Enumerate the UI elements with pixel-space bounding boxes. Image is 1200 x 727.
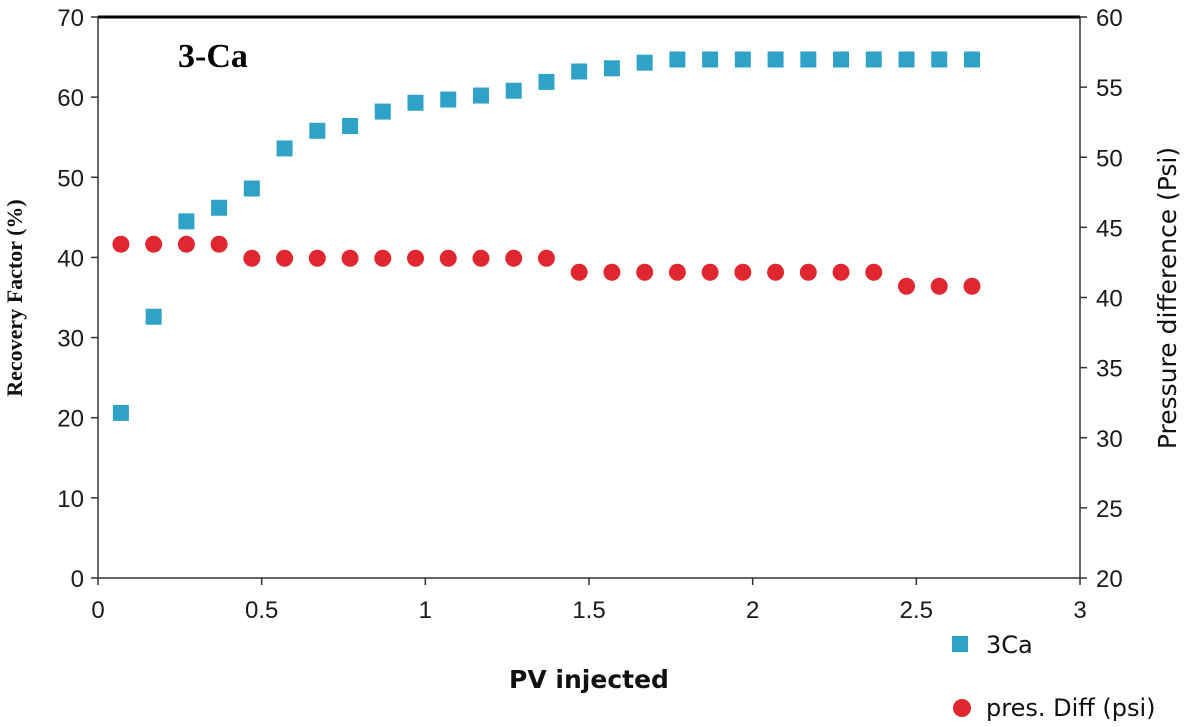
legend-item-pres-diff: pres. Diff (psi) bbox=[953, 694, 1156, 722]
y-left-tick-label: 0 bbox=[71, 566, 84, 593]
point-pres-diff bbox=[636, 263, 654, 281]
y-left-tick-label: 10 bbox=[57, 486, 84, 513]
point-3ca bbox=[898, 51, 915, 68]
y-left-tick-label: 70 bbox=[57, 5, 84, 32]
y-left-tick-label: 40 bbox=[57, 245, 84, 272]
point-3ca bbox=[178, 213, 195, 230]
point-pres-diff bbox=[603, 263, 621, 281]
y-left-tick-label: 30 bbox=[57, 326, 84, 353]
point-pres-diff bbox=[276, 249, 294, 267]
y-right-tick-label: 20 bbox=[1096, 566, 1123, 593]
point-pres-diff bbox=[832, 263, 850, 281]
point-3ca bbox=[145, 308, 162, 325]
point-pres-diff bbox=[472, 249, 490, 267]
point-pres-diff bbox=[308, 249, 326, 267]
legend-marker-3ca bbox=[952, 636, 968, 652]
point-3ca bbox=[211, 199, 228, 216]
y-right-tick-label: 25 bbox=[1096, 496, 1123, 523]
point-3ca bbox=[963, 51, 980, 68]
point-3ca bbox=[309, 122, 326, 139]
point-3ca bbox=[931, 51, 948, 68]
point-pres-diff bbox=[145, 235, 163, 253]
y-left-axis-title: Recovery Factor (%) bbox=[2, 199, 27, 397]
point-pres-diff bbox=[407, 249, 425, 267]
point-pres-diff bbox=[701, 263, 719, 281]
y-right-tick-label: 45 bbox=[1096, 215, 1123, 242]
point-3ca bbox=[833, 51, 850, 68]
point-3ca bbox=[669, 51, 686, 68]
point-pres-diff bbox=[734, 263, 752, 281]
point-3ca bbox=[571, 63, 588, 80]
y-right-tick-label: 55 bbox=[1096, 75, 1123, 102]
y-right-tick-label: 30 bbox=[1096, 426, 1123, 453]
point-3ca bbox=[243, 180, 260, 197]
point-3ca bbox=[767, 51, 784, 68]
point-3ca bbox=[472, 87, 489, 104]
point-pres-diff bbox=[767, 263, 785, 281]
ticks: 0 0.5 1 1.5 2 2.5 3010203040506070202530354045… bbox=[57, 5, 1122, 624]
x-axis-title: PV injected bbox=[509, 665, 669, 694]
point-3ca bbox=[800, 51, 817, 68]
point-3ca bbox=[112, 404, 129, 421]
point-3ca bbox=[734, 51, 751, 68]
x-tick-label: 2 bbox=[746, 597, 759, 624]
point-pres-diff bbox=[243, 249, 261, 267]
legend-item-3ca: 3Ca bbox=[952, 631, 1033, 659]
x-tick-label: 1 bbox=[419, 597, 432, 624]
point-pres-diff bbox=[210, 235, 228, 253]
y-right-tick-label: 40 bbox=[1096, 286, 1123, 313]
point-3ca bbox=[440, 91, 457, 108]
point-pres-diff bbox=[374, 249, 392, 267]
y-left-tick-label: 20 bbox=[57, 406, 84, 433]
point-pres-diff bbox=[112, 235, 130, 253]
x-tick-label: 0.5 bbox=[245, 597, 278, 624]
point-pres-diff bbox=[505, 249, 523, 267]
x-tick-label: 2.5 bbox=[900, 597, 933, 624]
point-3ca bbox=[505, 82, 522, 99]
point-3ca bbox=[603, 60, 620, 77]
y-left-tick-label: 60 bbox=[57, 85, 84, 112]
x-tick-label: 0 bbox=[91, 597, 104, 624]
point-pres-diff bbox=[963, 277, 981, 295]
axes bbox=[97, 15, 1081, 579]
point-pres-diff bbox=[570, 263, 588, 281]
point-pres-diff bbox=[177, 235, 195, 253]
x-tick-label: 3 bbox=[1073, 597, 1086, 624]
legend-label-pres-diff: pres. Diff (psi) bbox=[986, 694, 1156, 722]
point-3ca bbox=[636, 54, 653, 71]
y-right-tick-label: 50 bbox=[1096, 145, 1123, 172]
point-pres-diff bbox=[930, 277, 948, 295]
chart-title: 3-Ca bbox=[178, 38, 248, 75]
x-tick-label: 1.5 bbox=[572, 597, 605, 624]
point-pres-diff bbox=[537, 249, 555, 267]
y-right-tick-label: 60 bbox=[1096, 5, 1123, 32]
y-right-tick-label: 35 bbox=[1096, 356, 1123, 383]
point-pres-diff bbox=[439, 249, 457, 267]
point-3ca bbox=[276, 140, 293, 157]
point-pres-diff bbox=[865, 263, 883, 281]
point-pres-diff bbox=[668, 263, 686, 281]
legend-label-3ca: 3Ca bbox=[986, 631, 1033, 659]
point-3ca bbox=[342, 117, 359, 134]
point-3ca bbox=[538, 73, 555, 90]
point-3ca bbox=[407, 94, 424, 111]
point-3ca bbox=[702, 51, 719, 68]
y-left-tick-label: 50 bbox=[57, 165, 84, 192]
point-pres-diff bbox=[799, 263, 817, 281]
point-pres-diff bbox=[898, 277, 916, 295]
legend-marker-pres-diff bbox=[953, 699, 971, 717]
point-pres-diff bbox=[341, 249, 359, 267]
legend: 3Ca pres. Diff (psi) bbox=[952, 631, 1156, 722]
y-right-axis-title: Pressure difference (Psi) bbox=[1153, 147, 1182, 449]
data-points bbox=[112, 51, 981, 421]
point-3ca bbox=[865, 51, 882, 68]
point-3ca bbox=[374, 103, 391, 120]
